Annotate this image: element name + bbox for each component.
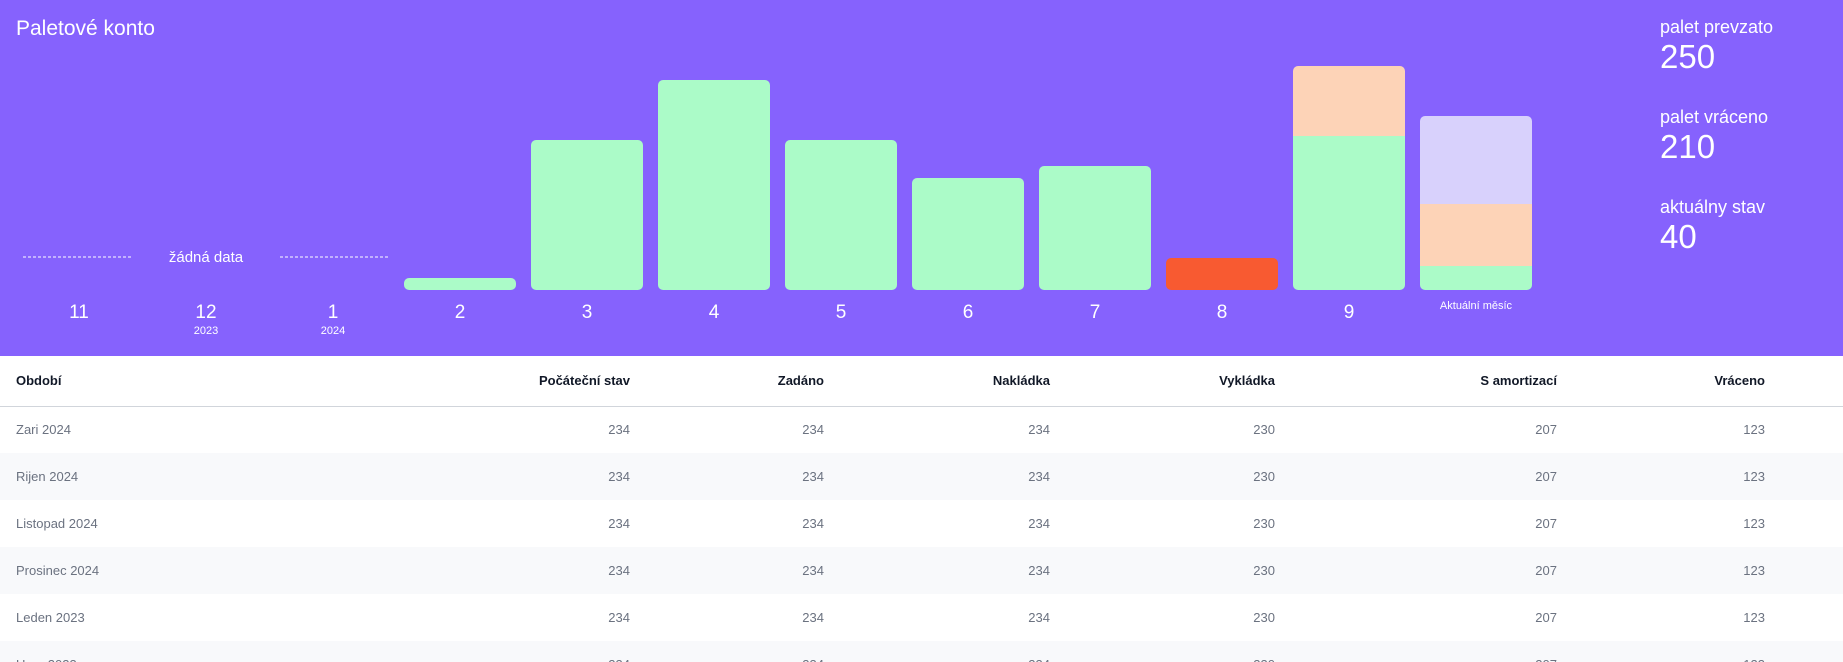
stat-received-value: 250 (1660, 38, 1716, 75)
column-header-entered[interactable]: Zadáno (777, 373, 824, 389)
page-title: Paletové konto (16, 17, 155, 40)
table-row[interactable]: Leden 2023 234 234 234 230 207 123 (0, 594, 1843, 641)
cell-entered: 234 (802, 469, 824, 484)
table-row[interactable]: Listopad 2024 234 234 234 230 207 123 (0, 500, 1843, 547)
cell-opening-balance: 234 (608, 516, 630, 531)
column-header-opening-balance[interactable]: Počáteční stav (538, 373, 630, 389)
stat-current-label: aktuálny stav (1660, 197, 1766, 217)
column-header-loading[interactable]: Nakládka (992, 373, 1050, 389)
cell-returned: 123 (1743, 422, 1765, 438)
stat-received-label: palet prevzato (1660, 17, 1774, 37)
cell-opening-balance: 234 (608, 469, 630, 484)
cell-period: Prosinec 2024 (16, 563, 100, 578)
cell-loading: 234 (1028, 422, 1050, 438)
cell-unloading: 230 (1253, 422, 1275, 438)
cell-period: Leden 2023 (16, 610, 85, 625)
x-tick-label: 4 (709, 302, 720, 323)
x-tick-label: 8 (1217, 302, 1228, 323)
bar-Aktuální-měsíc-segment-0 (1420, 266, 1532, 290)
cell-unloading: 230 (1253, 610, 1275, 625)
bar-7-segment-0 (1039, 166, 1151, 290)
bar-6-segment-0 (912, 178, 1024, 290)
cell-with-amortization: 207 (1535, 516, 1557, 531)
stats-summary: palet prevzato 250 palet vráceno 210 akt… (1660, 16, 1830, 286)
cell-unloading: 230 (1253, 563, 1275, 578)
cell-loading: 234 (1028, 469, 1050, 484)
cell-returned: 123 (1743, 469, 1765, 484)
no-data-label: žádná data (169, 249, 244, 266)
cell-loading: 234 (1028, 516, 1050, 531)
x-tick-label: 11 (69, 302, 89, 323)
stat-returned-value: 210 (1660, 128, 1716, 165)
stat-returned-label: palet vráceno (1660, 107, 1769, 127)
cell-with-amortization: 207 (1535, 469, 1557, 484)
cell-entered: 234 (802, 563, 824, 578)
pallet-account-panel: Paletové konto 11 12 2023 1 2024 2 3 4 5 6 7 8 9 Aktu… (0, 0, 1843, 356)
cell-opening-balance: 234 (270, 641, 630, 662)
table-row[interactable]: Zari 2024 234 234 234 230 207 123 (0, 406, 1843, 453)
cell-returned: 123 (1743, 516, 1765, 531)
cell-loading: 234 (824, 641, 1050, 662)
cell-unloading: 230 (1253, 516, 1275, 531)
cell-entered: 234 (802, 516, 824, 531)
bar-Aktuální-měsíc-segment-2 (1420, 116, 1532, 204)
cell-period: Zari 2024 (16, 422, 71, 438)
cell-period: Rijen 2024 (16, 469, 79, 484)
cell-with-amortization: 207 (1275, 641, 1557, 662)
x-tick-label: 2 (455, 302, 466, 323)
column-header-returned[interactable]: Vráceno (1714, 373, 1765, 389)
x-tick-label: 1 (328, 302, 339, 323)
x-tick-year-label: 2024 (321, 325, 345, 337)
x-tick-label: 6 (963, 302, 974, 323)
bar-Aktuální-měsíc-segment-1 (1420, 204, 1532, 266)
column-header-unloading[interactable]: Vykládka (1219, 373, 1275, 389)
table-row[interactable]: Prosinec 2024 234 234 234 230 207 123 (0, 547, 1843, 594)
cell-entered: 234 (630, 641, 824, 662)
cell-opening-balance: 234 (608, 422, 630, 438)
bar-4-segment-0 (658, 80, 770, 290)
x-tick-label: 9 (1344, 302, 1355, 323)
cell-with-amortization: 207 (1535, 610, 1557, 625)
cell-entered: 234 (802, 610, 824, 625)
x-tick-label: 5 (836, 302, 847, 323)
cell-returned: 123 (1743, 610, 1765, 625)
column-header-period[interactable]: Období (16, 373, 62, 389)
monthly-pallet-chart: 11 12 2023 1 2024 2 3 4 5 6 7 8 9 Aktuální měsíc žádná… (23, 66, 1532, 337)
table-row[interactable]: Rijen 2024 234 234 234 230 207 123 (0, 453, 1843, 500)
column-header-with-amortization[interactable]: S amortizací (1480, 373, 1557, 389)
table-header-row: Období Počáteční stav Zadáno Nakládka Vy… (0, 356, 1843, 406)
cell-period: Listopad 2024 (16, 516, 98, 531)
cell-entered: 234 (802, 422, 824, 438)
bar-9-segment-1 (1293, 66, 1405, 136)
cell-opening-balance: 234 (608, 610, 630, 625)
cell-returned: 123 (1557, 641, 1765, 662)
stat-received: palet prevzato 250 (1660, 16, 1830, 106)
stat-current: aktuálny stav 40 (1660, 196, 1830, 286)
cell-with-amortization: 207 (1535, 563, 1557, 578)
cell-returned: 123 (1743, 563, 1765, 578)
cell-opening-balance: 234 (608, 563, 630, 578)
bar-8-segment-0 (1166, 258, 1278, 290)
x-tick-label: 7 (1090, 302, 1101, 323)
bar-9-segment-0 (1293, 136, 1405, 290)
bar-5-segment-0 (785, 140, 897, 290)
cell-unloading: 230 (1253, 469, 1275, 484)
cell-loading: 234 (1028, 563, 1050, 578)
stat-returned: palet vráceno 210 (1660, 106, 1830, 196)
pallet-table: Období Počáteční stav Zadáno Nakládka Vy… (0, 356, 1843, 662)
cell-loading: 234 (1028, 610, 1050, 625)
cell-period: Unor 2023 (0, 641, 270, 662)
x-tick-label: Aktuální měsíc (1440, 300, 1513, 312)
table-row[interactable]: Unor 2023 234 234 234 230 207 123 (0, 641, 1843, 662)
cell-unloading: 230 (1050, 641, 1275, 662)
x-tick-label: 3 (582, 302, 593, 323)
bar-3-segment-0 (531, 140, 643, 290)
x-tick-year-label: 2023 (194, 325, 218, 337)
pallet-table-container: Období Počáteční stav Zadáno Nakládka Vy… (0, 356, 1843, 662)
stat-current-value: 40 (1660, 218, 1697, 255)
cell-with-amortization: 207 (1535, 422, 1557, 438)
bar-2-segment-0 (404, 278, 516, 290)
x-tick-label: 12 (195, 302, 216, 323)
